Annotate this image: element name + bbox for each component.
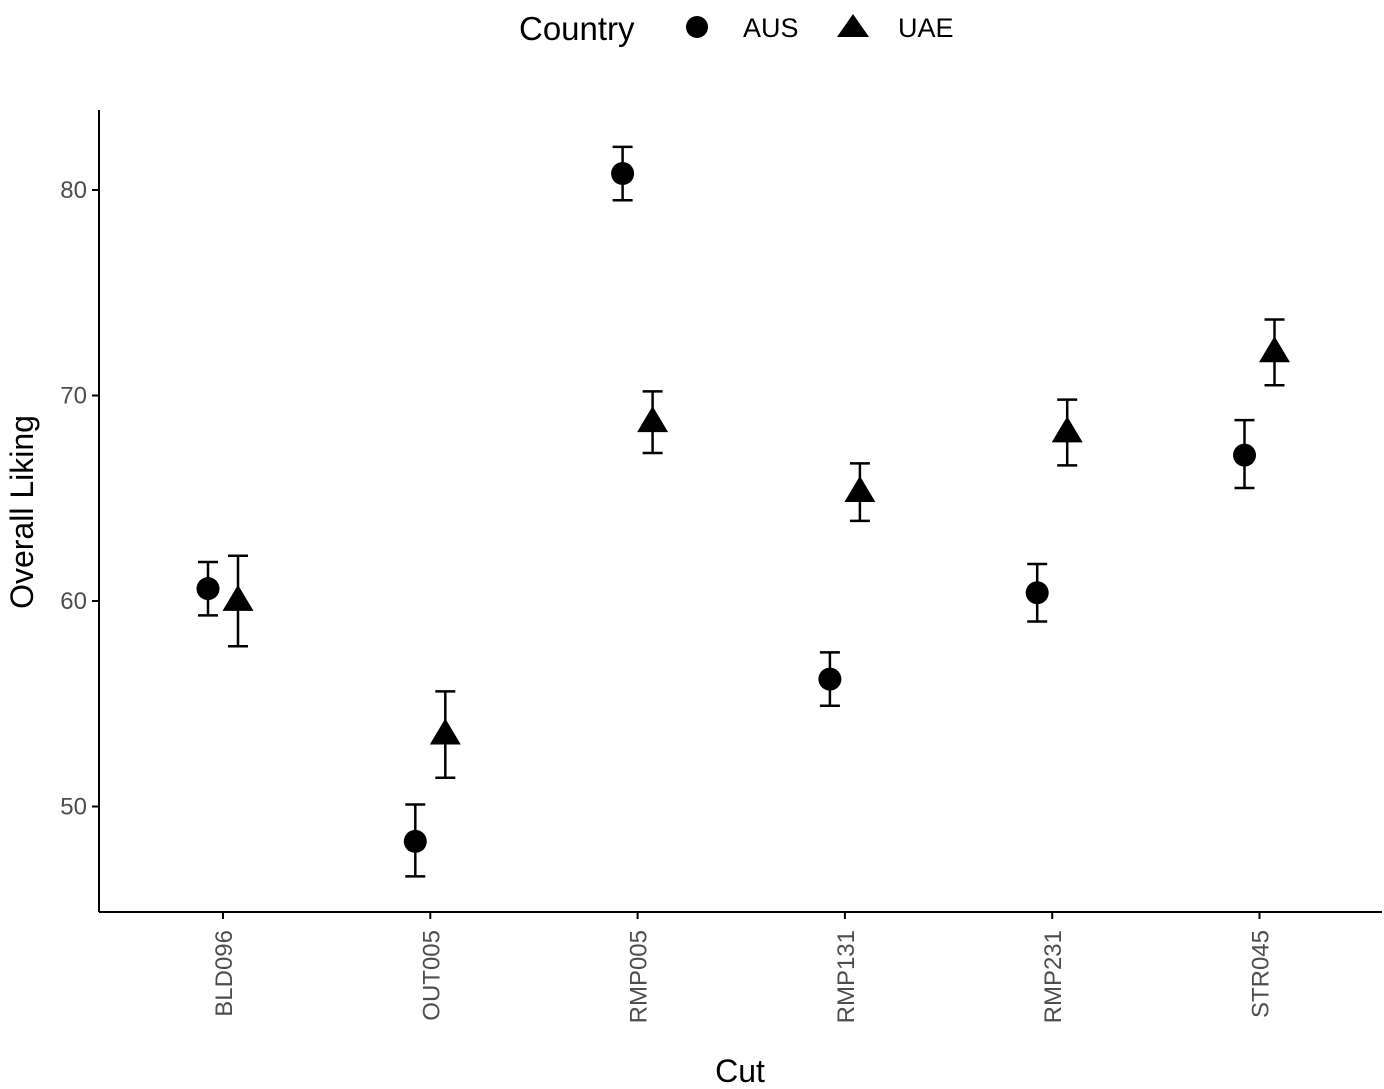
legend-triangle-icon [834,0,874,60]
legend-label-aus: AUS [743,13,799,43]
x-tick-group: BLD096 OUT005 RMP005 RMP131 RMP231 STR045 [211,912,1275,1023]
x-tick-label: BLD096 [211,930,238,1017]
data-point-uae [637,406,669,433]
data-point-uae [844,475,876,502]
legend-label-uae: UAE [898,13,954,43]
data-point-aus [1025,581,1049,605]
x-tick-label: RMP005 [626,930,653,1023]
data-point-aus [196,577,220,601]
data-point-aus [403,829,427,853]
y-tick-label: 70 [60,383,87,410]
y-axis-title: Overall Liking [4,415,40,609]
y-tick-label: 60 [60,588,87,615]
data-point-uae [222,584,254,611]
data-point-aus [611,162,635,186]
legend-circle-icon [678,0,718,60]
data-point-aus [818,667,842,691]
x-tick-label: OUT005 [418,930,445,1021]
axes [98,110,1382,913]
data-point-uae [1051,416,1083,443]
data-point-uae [429,718,461,745]
y-tick-group: 50 60 70 80 [60,177,99,821]
data-point-aus [1233,443,1256,467]
legend: Country AUS UAE [0,0,1384,60]
data-point-uae [1259,336,1290,363]
y-tick-label: 80 [60,177,87,204]
legend-title: Country [519,10,635,47]
x-tick-label: STR045 [1248,930,1275,1018]
x-tick-label: RMP231 [1040,930,1067,1023]
series-uae [222,318,1290,779]
x-tick-label: RMP131 [833,930,860,1023]
y-tick-label: 50 [60,794,87,821]
marks-group [196,145,1290,878]
series-aus [196,145,1256,878]
x-axis-title: Cut [715,1053,765,1089]
